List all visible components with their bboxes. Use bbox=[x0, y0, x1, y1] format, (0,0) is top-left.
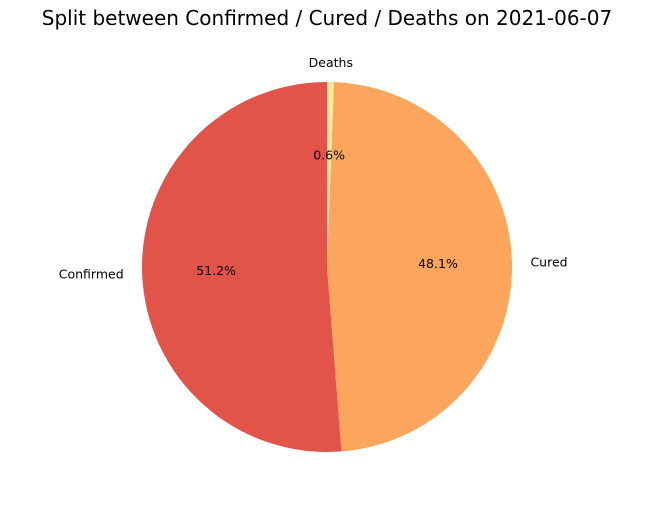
slice-label-deaths: Deaths bbox=[309, 55, 353, 70]
pie-slices bbox=[141, 82, 512, 453]
slice-percent-confirmed: 51.2% bbox=[196, 263, 236, 278]
pie-slice-deaths bbox=[327, 82, 334, 267]
pie-slice-confirmed bbox=[141, 82, 342, 453]
pie-labels: Confirmed 51.2% Cured 48.1% Deaths 0.6% bbox=[59, 55, 568, 281]
slice-label-confirmed: Confirmed bbox=[59, 266, 124, 281]
chart-title: Split between Confirmed / Cured / Deaths… bbox=[41, 6, 613, 30]
slice-percent-deaths: 0.6% bbox=[313, 148, 345, 163]
pie-slice-cured bbox=[327, 82, 512, 452]
slice-label-cured: Cured bbox=[530, 254, 567, 269]
slice-percent-cured: 48.1% bbox=[418, 256, 458, 271]
